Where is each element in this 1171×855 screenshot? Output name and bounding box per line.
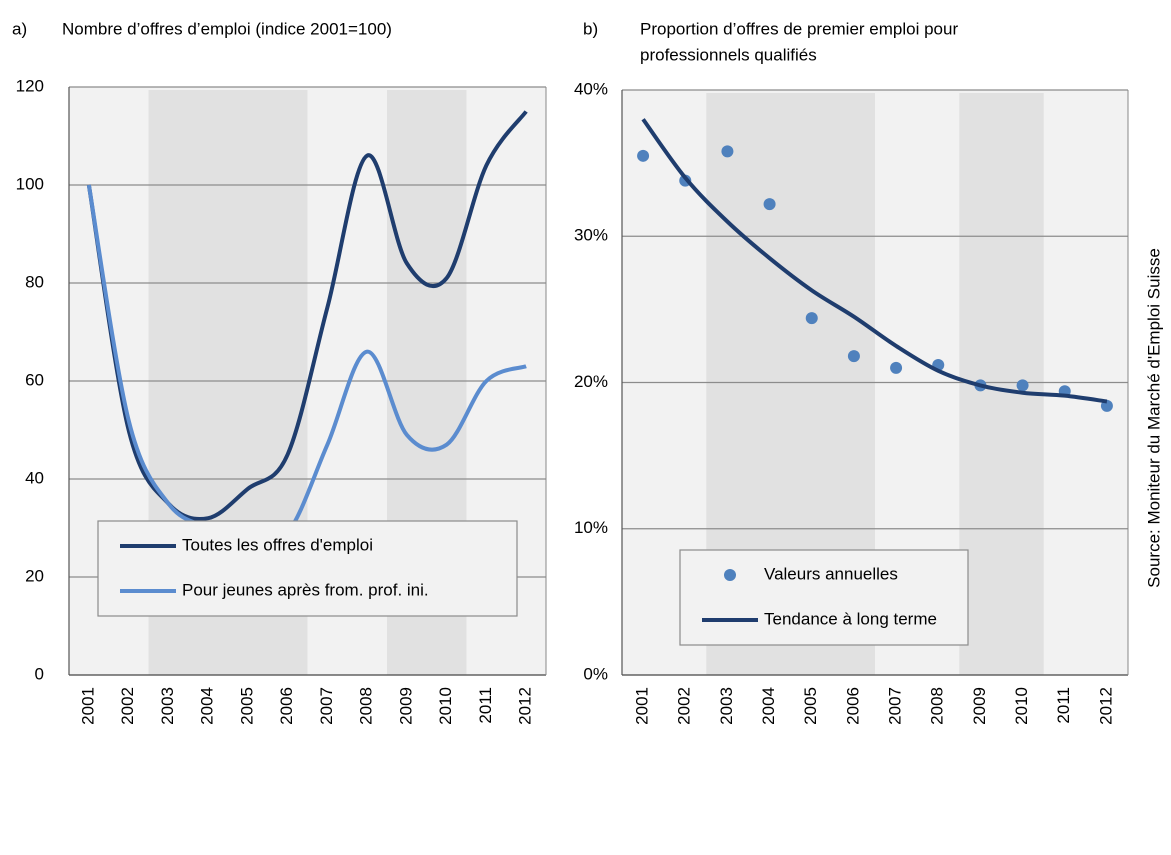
x-tick-label: 2006 [277,687,296,725]
y-tick-label: 80 [25,272,44,291]
point [721,145,734,158]
chart-title: Proportion d’offres de premier emploi po… [640,19,958,38]
y-tick-label: 10% [574,518,608,537]
x-tick-label: 2004 [198,687,217,725]
x-tick-label: 2005 [801,687,820,725]
point [1016,379,1029,392]
point [805,312,818,325]
x-tick-label: 2004 [759,687,778,725]
x-tick-label: 2010 [436,687,455,725]
x-tick-label: 2003 [158,687,177,725]
panel-label: b) [583,19,598,38]
y-tick-label: 40% [574,79,608,98]
y-tick-label: 60 [25,370,44,389]
legend-label: Valeurs annuelles [764,564,898,583]
x-tick-label: 2002 [118,687,137,725]
y-tick-label: 20% [574,372,608,391]
x-tick-label: 2008 [928,687,947,725]
x-tick-label: 2002 [675,687,694,725]
y-tick-label: 100 [16,174,44,193]
legend-box [97,520,518,617]
x-tick-label: 2011 [1054,687,1073,724]
x-tick-label: 2007 [886,687,905,725]
x-tick-label: 2010 [1012,687,1031,725]
x-tick-label: 2001 [78,687,97,725]
x-tick-label: 2007 [317,687,336,725]
x-tick-label: 2009 [396,687,415,725]
x-tick-label: 2009 [970,687,989,725]
legend-label: Pour jeunes après from. prof. ini. [182,580,429,599]
y-tick-label: 0 [35,664,44,683]
chart-title: Nombre d’offres d’emploi (indice 2001=10… [62,19,392,38]
x-tick-label: 2012 [1096,687,1115,725]
source: Source: Moniteur du Marché d'Emploi Suis… [1144,248,1163,588]
line-series [86,184,527,547]
x-tick-label: 2008 [357,687,376,725]
x-tick-label: 2005 [237,687,256,725]
y-tick-label: 120 [16,76,44,95]
x-tick-label: 2006 [843,687,862,725]
x-tick-label: 2012 [516,687,535,725]
point [890,361,903,374]
line-series [86,110,528,522]
x-tick-label: 2011 [476,687,495,724]
y-tick-label: 40 [25,468,44,487]
point [847,350,860,363]
y-tick-label: 0% [583,664,608,683]
legend-label: Toutes les offres d'emploi [182,535,373,554]
panel-label: a) [12,19,27,38]
x-tick-label: 2001 [633,687,652,725]
y-tick-label: 30% [574,226,608,245]
point [763,198,776,211]
chart-title: professionnels qualifiés [640,45,817,64]
legend-label: Tendance à long terme [764,609,937,628]
y-tick-label: 20 [25,566,44,585]
x-tick-label: 2003 [717,687,736,725]
legend-marker [724,569,736,581]
point [637,149,650,162]
line-series [641,118,1108,404]
legend-box [679,549,969,646]
